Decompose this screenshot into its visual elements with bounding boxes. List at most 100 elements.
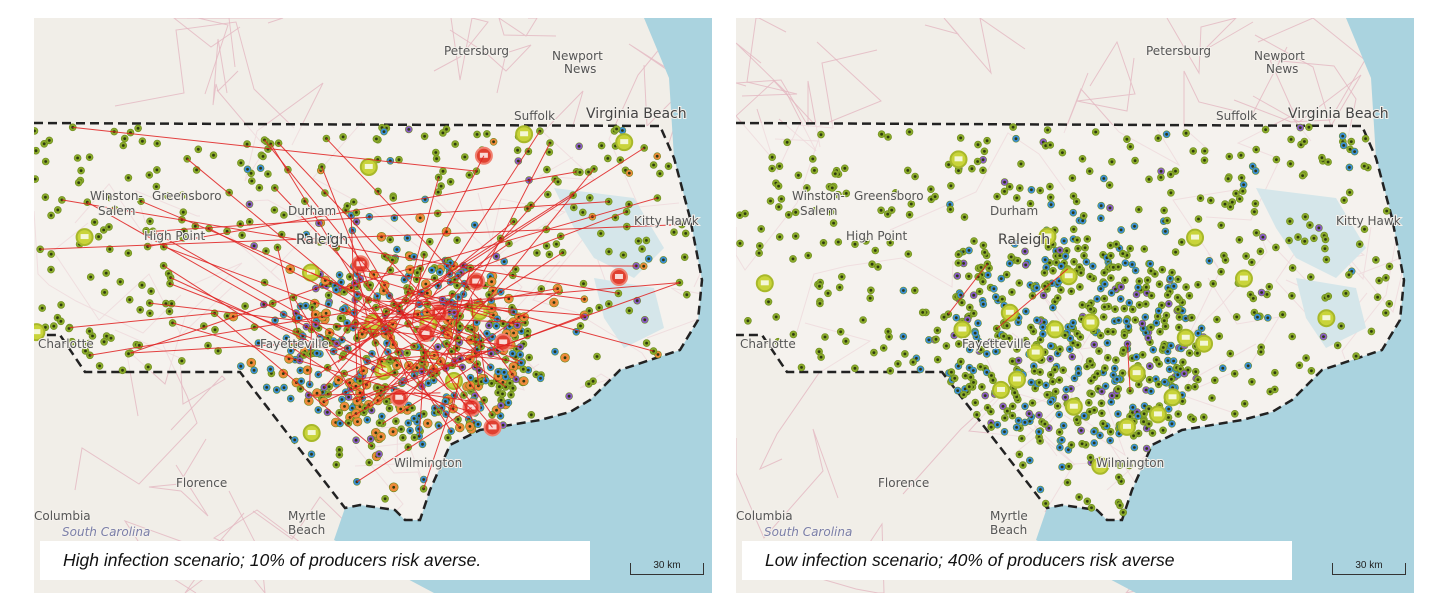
marker-center (1078, 265, 1081, 269)
marker-center (1171, 386, 1174, 389)
truck-glyph (1096, 462, 1105, 468)
marker-center (1143, 315, 1147, 319)
map-panel-low-infection[interactable]: Petersburg Newport News Suffolk Virginia Bea… (736, 18, 1414, 593)
marker-center (490, 280, 493, 284)
truck-glyph (449, 377, 458, 383)
marker-center (1111, 373, 1115, 377)
marker-center (511, 352, 514, 355)
marker-center (213, 328, 217, 332)
transmission-line (382, 363, 478, 424)
transmission-line (276, 247, 299, 332)
marker-center (1127, 325, 1130, 328)
marker-center (658, 172, 662, 176)
marker-center (1035, 286, 1039, 290)
marker-center (149, 289, 153, 293)
road (74, 344, 198, 491)
marker-center (778, 235, 782, 239)
marker-center (490, 382, 493, 385)
ocean (334, 18, 712, 593)
road (173, 18, 284, 48)
marker-center (870, 262, 874, 266)
marker-center (1121, 511, 1125, 514)
marker-center (1121, 252, 1125, 256)
marker-center (327, 341, 331, 345)
marker-center (738, 242, 742, 245)
transmission-line (996, 268, 1069, 329)
marker-center (1260, 291, 1263, 294)
marker-center (1048, 185, 1052, 189)
marker-center (417, 434, 421, 438)
transmission-line (308, 392, 441, 396)
marker-center (259, 166, 262, 170)
transmission-line (270, 143, 399, 352)
transmission-line (40, 224, 682, 250)
marker-center (428, 240, 432, 244)
marker-center (1274, 246, 1278, 249)
marker-center (487, 293, 491, 297)
marker-center (901, 335, 905, 338)
marker-center (1060, 438, 1064, 442)
marker-center (1307, 125, 1311, 129)
marker-center (1088, 359, 1092, 363)
marker-center (787, 213, 791, 217)
marker-center (738, 213, 742, 217)
marker-center (972, 312, 976, 315)
marker-center (989, 425, 993, 429)
marker-center (1106, 356, 1110, 360)
marker-center (1244, 254, 1248, 258)
marker-center (492, 140, 495, 144)
marker-center (1194, 370, 1198, 374)
marker-center (971, 369, 975, 372)
marker-center (806, 254, 810, 257)
marker-center (395, 363, 399, 367)
marker-center (1069, 387, 1073, 391)
marker-center (817, 350, 821, 353)
marker-center (1215, 318, 1219, 321)
marker-center (1049, 344, 1053, 348)
truck-glyph (1012, 376, 1021, 382)
marker-center (1303, 239, 1307, 243)
marker-center (962, 393, 966, 396)
transmission-line (415, 282, 680, 306)
marker-center (635, 299, 639, 303)
marker-center (1008, 185, 1012, 189)
map-panel-high-infection[interactable]: Petersburg Newport News Suffolk Virginia Bea… (34, 18, 712, 593)
marker-center (327, 385, 331, 388)
marker-center (1013, 242, 1017, 246)
north-carolina-boundary (34, 121, 704, 522)
marker-center (436, 345, 440, 349)
marker-center (1109, 254, 1113, 258)
marker-center (1136, 286, 1140, 289)
marker-center (637, 239, 640, 243)
marker-center (495, 408, 498, 412)
marker-center (181, 193, 184, 197)
marker-center (148, 219, 152, 223)
marker-center (1102, 177, 1106, 180)
marker-center (545, 244, 548, 248)
marker-center (1102, 315, 1106, 319)
marker-center (1062, 424, 1065, 427)
marker-center (1209, 199, 1213, 202)
marker-center (516, 159, 520, 163)
marker-center (1199, 196, 1202, 200)
marker-center (1092, 343, 1096, 346)
marker-center (155, 142, 159, 145)
marker-center (424, 282, 428, 286)
transmission-line (423, 388, 458, 489)
marker-center (1061, 151, 1064, 155)
marker-center (501, 380, 505, 384)
marker-center (1348, 166, 1351, 169)
marker-center (1288, 219, 1292, 223)
marker-center (1290, 294, 1294, 298)
transmission-line (404, 168, 595, 401)
map-caption: Low infection scenario; 40% of producers… (742, 541, 1292, 580)
marker-center (521, 367, 525, 371)
marker-center (1238, 238, 1241, 242)
marker-center (257, 341, 260, 345)
marker-center (591, 379, 595, 383)
transmission-line (149, 302, 521, 348)
road (924, 18, 1026, 75)
marker-center (836, 193, 840, 197)
